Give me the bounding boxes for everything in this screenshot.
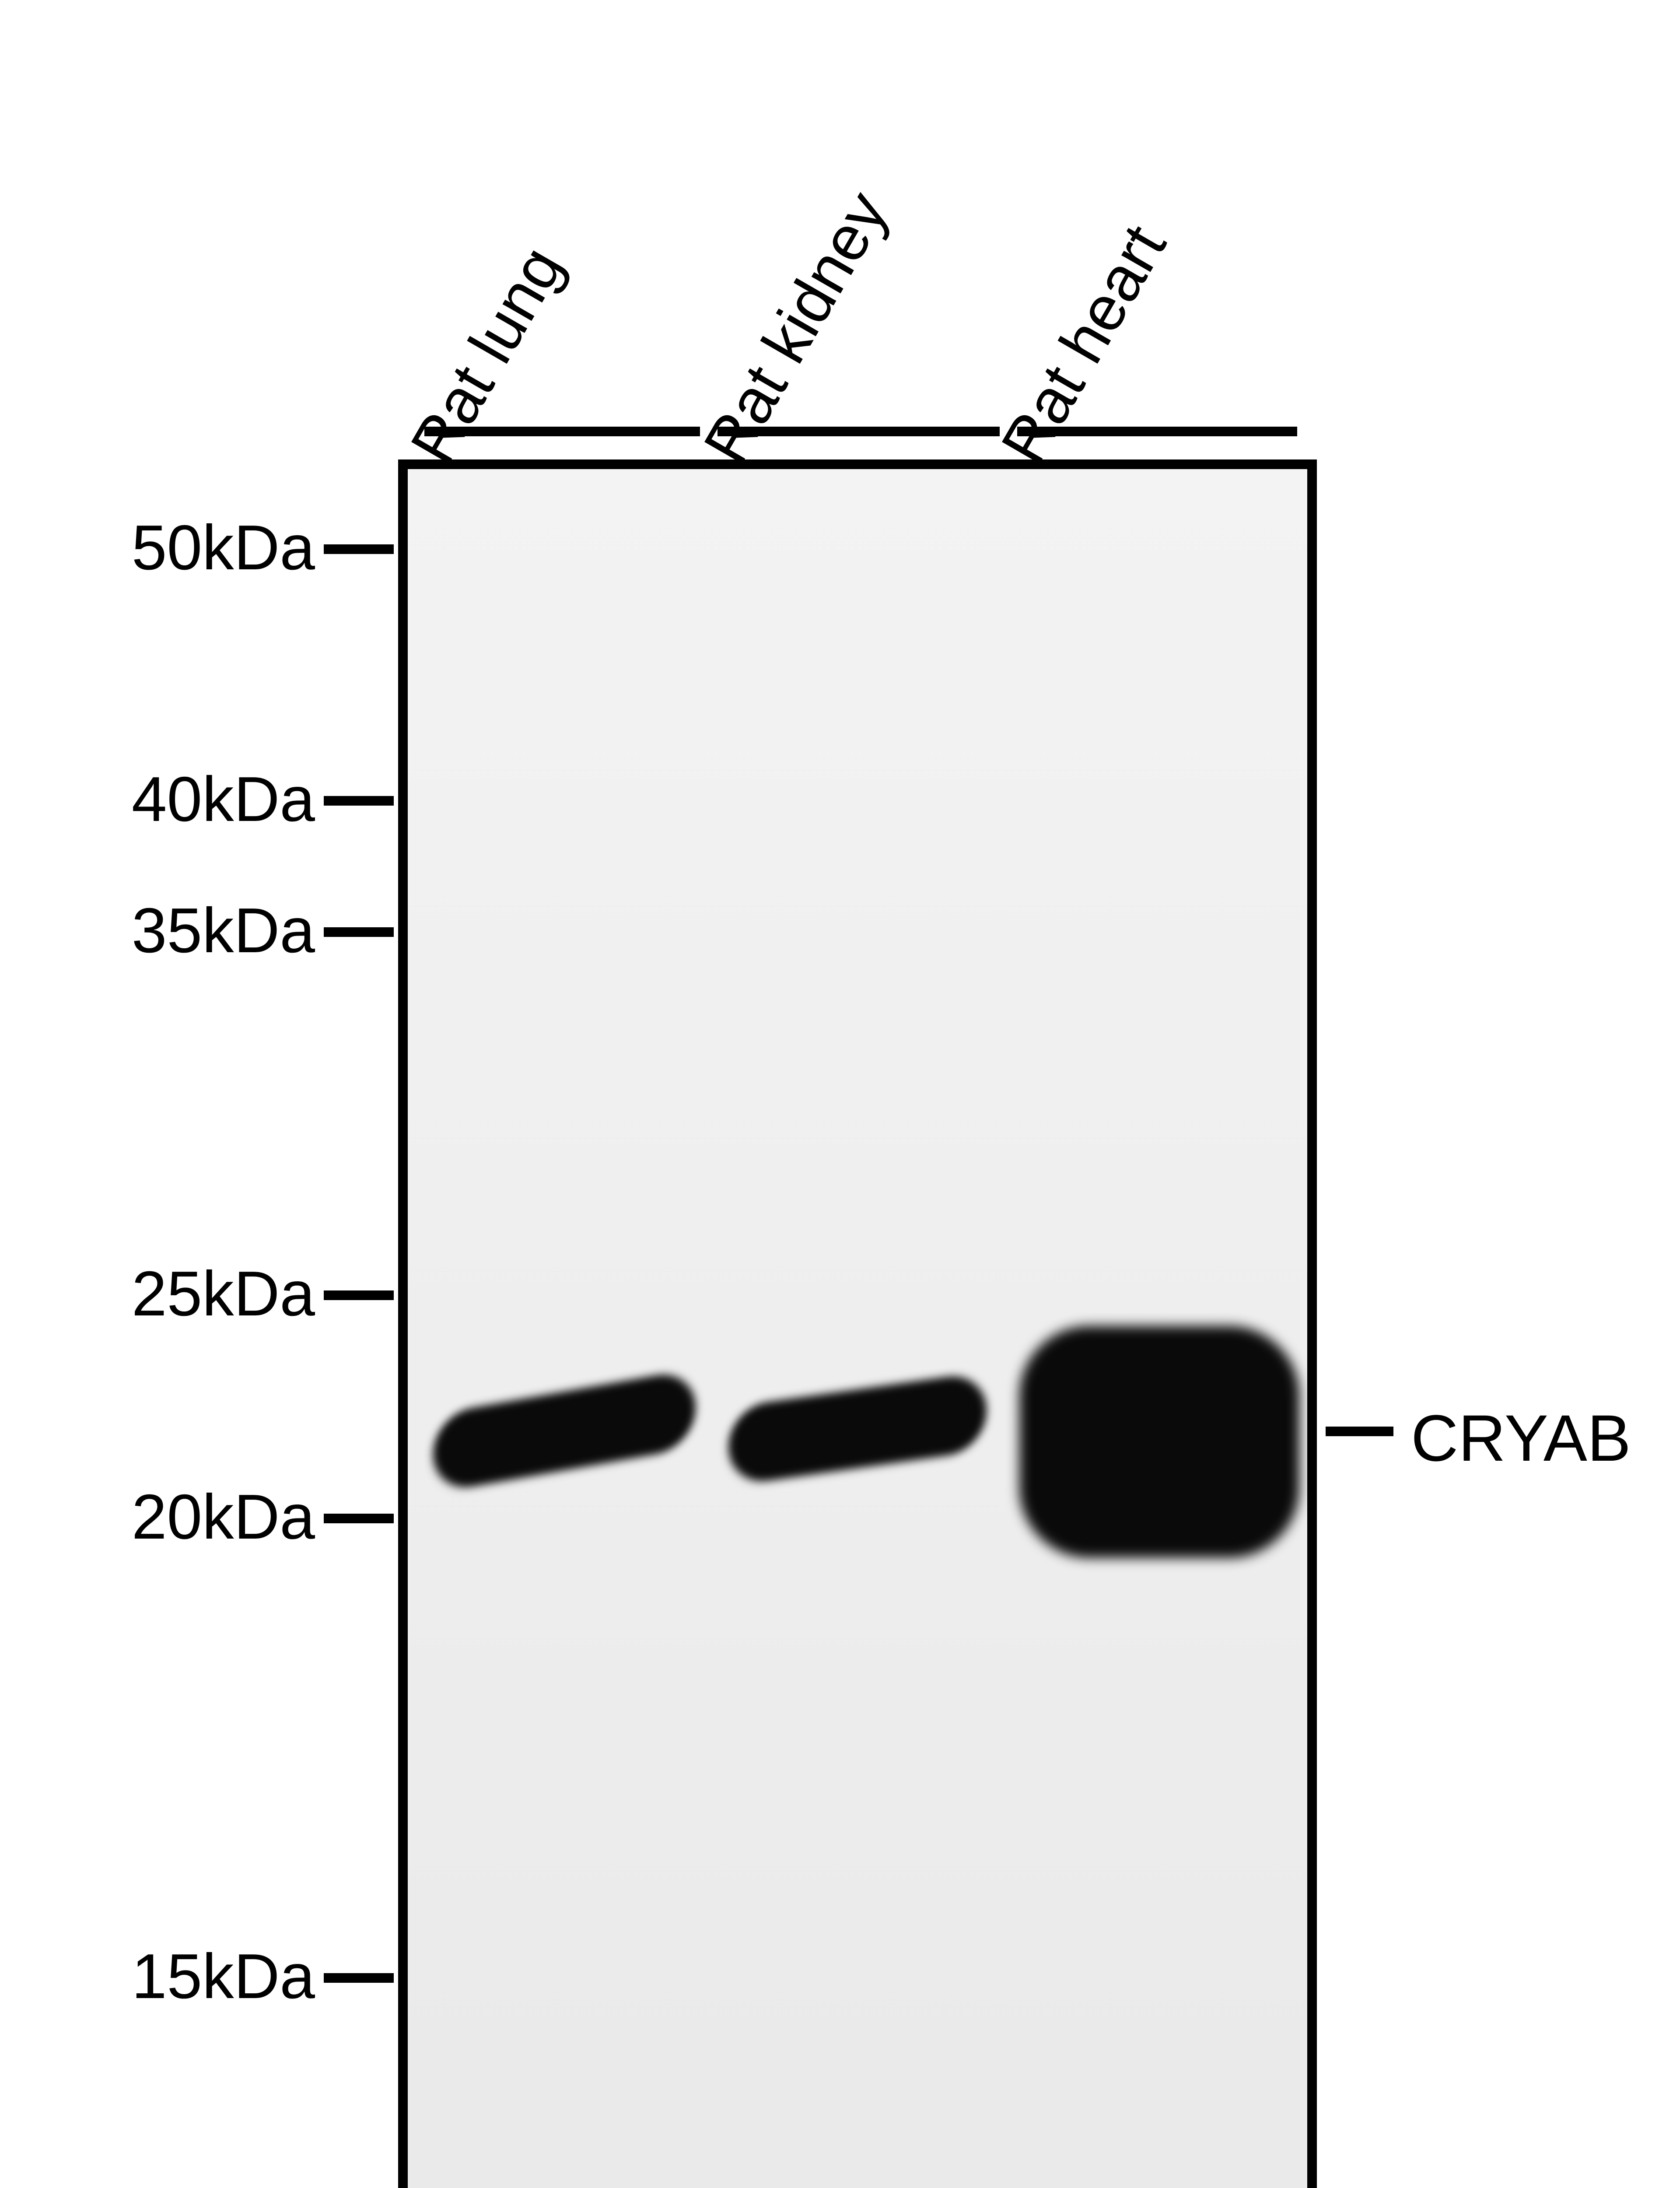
- marker-label-20: 20kDa: [0, 1480, 315, 1553]
- band-lane-3: [1019, 1326, 1299, 1558]
- marker-label-35: 35kDa: [0, 894, 315, 967]
- marker-label-15: 15kDa: [0, 1940, 315, 2013]
- marker-tick-35: [324, 927, 394, 937]
- lane-underline-2: [718, 427, 1000, 436]
- band-lane-2: [728, 1371, 987, 1487]
- lane-underline-1: [424, 427, 700, 436]
- marker-tick-40: [324, 796, 394, 806]
- marker-label-25: 25kDa: [0, 1257, 315, 1330]
- figure-container: Rat lung Rat kidney Rat heart 50kDa 40kD…: [0, 0, 1680, 2188]
- marker-label-50: 50kDa: [0, 511, 315, 584]
- marker-tick-50: [324, 544, 394, 554]
- band-lane-1: [433, 1368, 696, 1494]
- protein-tick: [1326, 1427, 1393, 1436]
- marker-label-40: 40kDa: [0, 763, 315, 836]
- lane-label-1: Rat lung: [396, 235, 578, 476]
- protein-label: CRYAB: [1411, 1400, 1631, 1476]
- marker-tick-15: [324, 1973, 394, 1983]
- marker-tick-25: [324, 1290, 394, 1300]
- lane-underline-3: [1017, 427, 1297, 436]
- marker-tick-20: [324, 1514, 394, 1523]
- blot-membrane: [398, 459, 1317, 2188]
